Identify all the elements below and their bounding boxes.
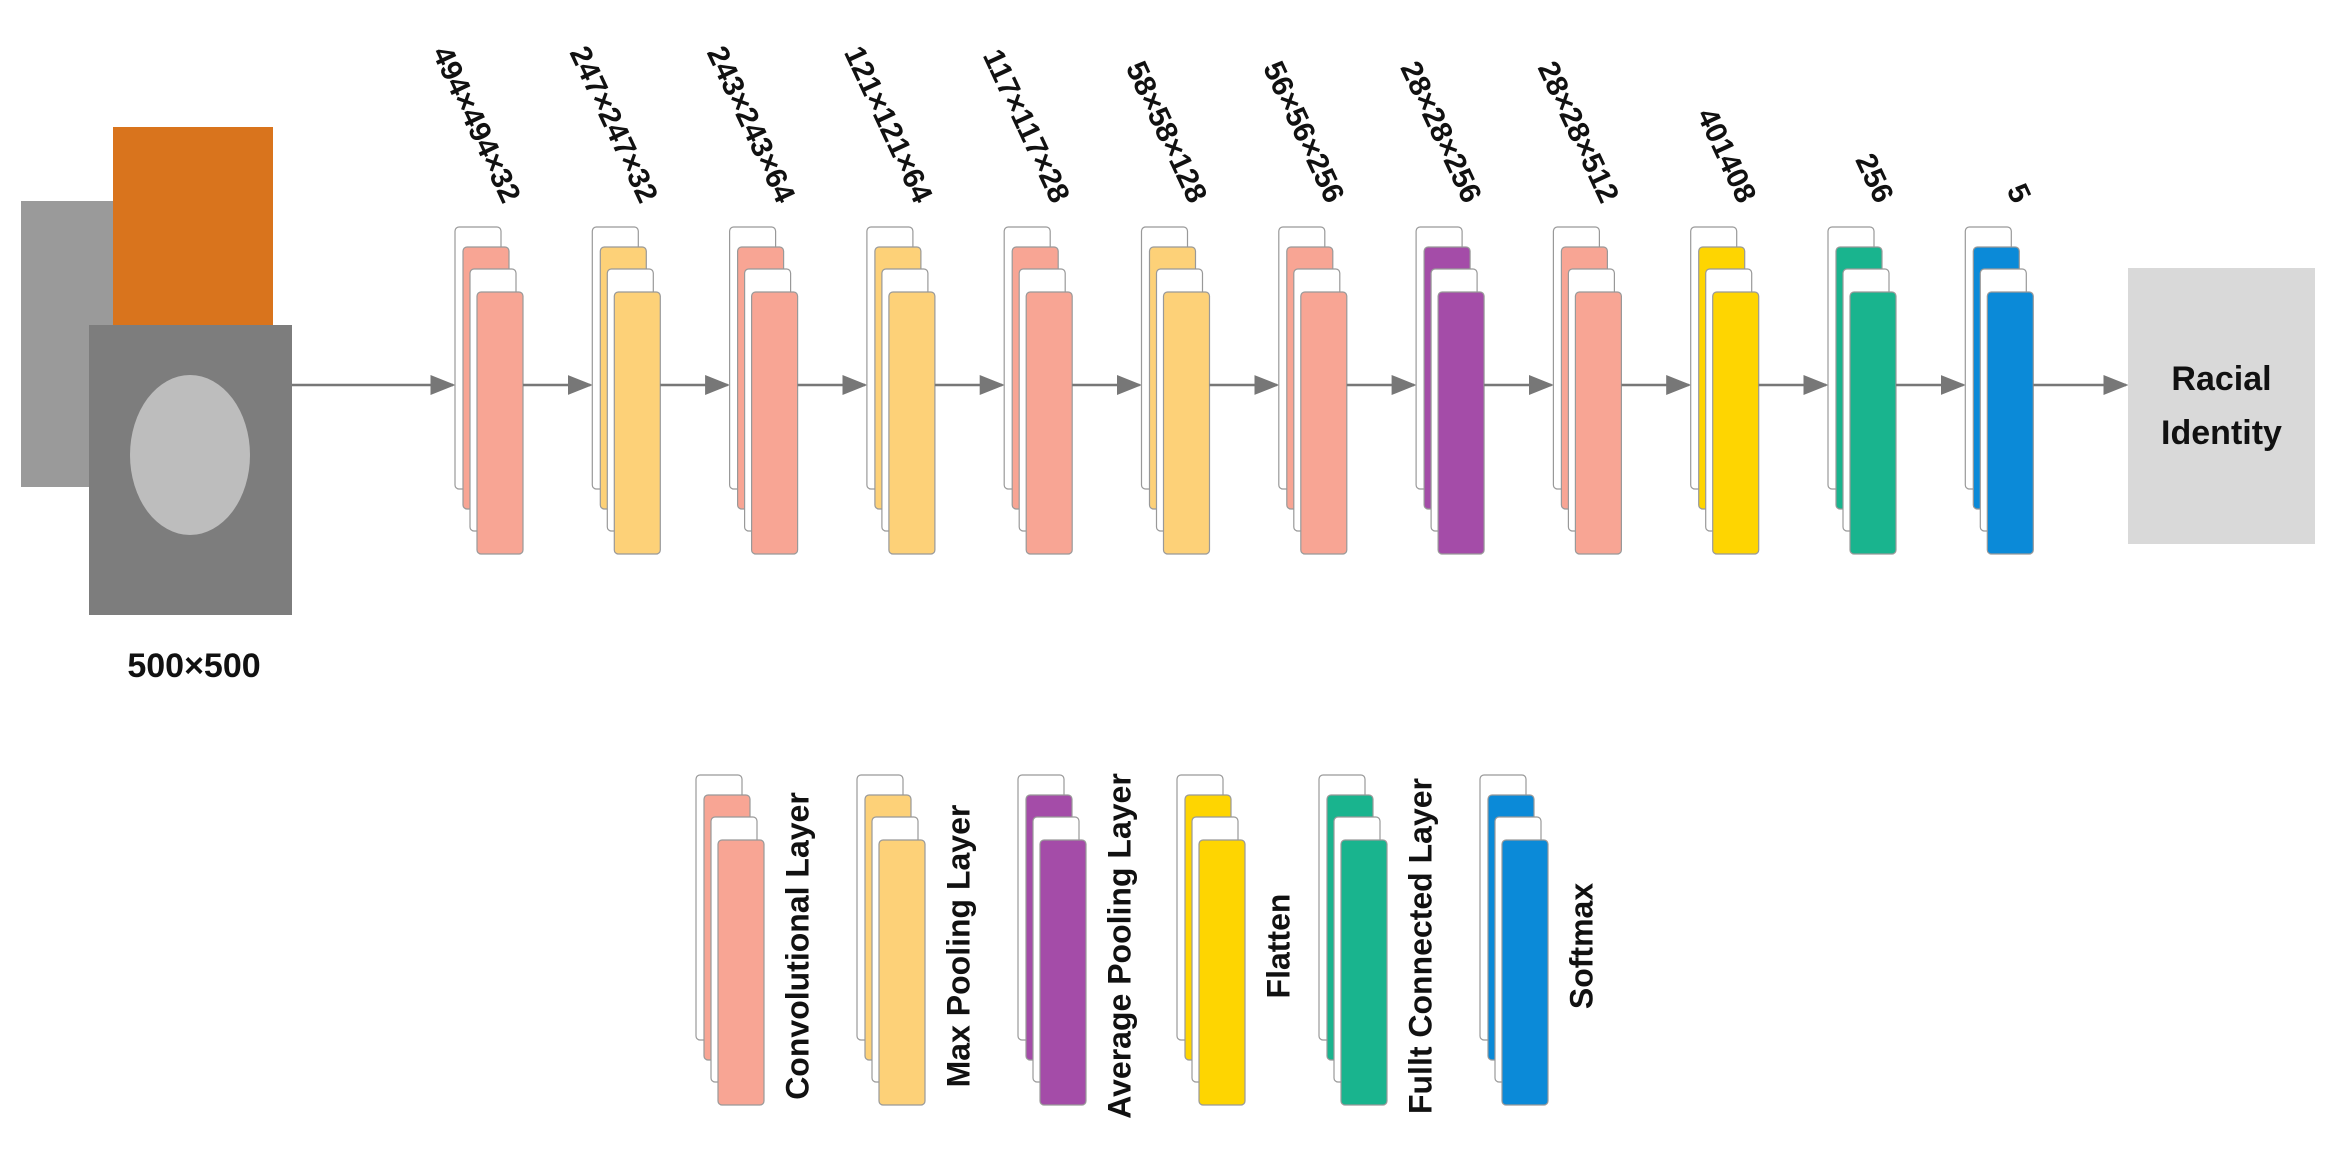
layer-block xyxy=(1176,774,1246,1106)
layer-label: 121×121×64 xyxy=(837,41,938,208)
layer-label: 494×494×32 xyxy=(425,41,526,208)
layer-label: 117×117×28 xyxy=(976,44,1076,208)
layer-block xyxy=(1415,226,1485,555)
layer-slab xyxy=(878,839,926,1106)
network: 494×494×32 247×247×32 243×243×64 121×121×64… xyxy=(292,41,2129,555)
layer-block xyxy=(1017,774,1087,1106)
layer-block xyxy=(1552,226,1623,555)
layer-slab xyxy=(1198,839,1246,1106)
layer-slab xyxy=(1039,839,1087,1106)
layer-label: 58×58×128 xyxy=(1119,56,1213,208)
layer-label: 28×28×512 xyxy=(1531,56,1625,208)
layer-label: 256 xyxy=(1848,149,1899,208)
layer-label: 401408 xyxy=(1690,103,1762,208)
layer-slab xyxy=(1501,839,1549,1106)
layer-block xyxy=(591,226,661,555)
layer-block xyxy=(1278,226,1348,555)
layer-slab xyxy=(1986,291,2034,555)
legend-label: Max Pooling Layer xyxy=(940,805,976,1088)
layer-slab xyxy=(1437,291,1485,555)
layer-label: 243×243×64 xyxy=(700,41,801,208)
layer-slab xyxy=(1849,291,1897,555)
layer-slab xyxy=(888,291,936,555)
layer-slab xyxy=(613,291,661,555)
layer-slab xyxy=(1162,291,1211,555)
layer-slab xyxy=(1025,291,1073,555)
layer-block xyxy=(856,774,926,1106)
layer-label: 28×28×256 xyxy=(1394,56,1488,208)
layer-label: 247×247×32 xyxy=(563,41,664,208)
layer-block xyxy=(1479,774,1549,1106)
layer-block xyxy=(1964,226,2034,555)
layer-block xyxy=(695,774,765,1106)
layer-slab xyxy=(1300,291,1348,555)
input-images xyxy=(21,127,292,615)
layer-slab xyxy=(1340,839,1388,1106)
layer-label: 5 xyxy=(2000,179,2037,208)
layer-block xyxy=(1690,226,1760,555)
output-box: Racial Identity xyxy=(2128,268,2315,544)
legend-label: Convolutional Layer xyxy=(779,792,815,1100)
input-label: 500×500 xyxy=(127,647,260,685)
layer-block xyxy=(1003,226,1073,555)
layer-block xyxy=(1140,226,1211,555)
legend: Convolutional Layer Max Pooling Layer Aver… xyxy=(695,773,1599,1119)
face-image xyxy=(130,375,250,535)
layer-label: 56×56×256 xyxy=(1256,56,1350,208)
legend-label: Flatten xyxy=(1260,894,1296,999)
layer-slab xyxy=(1712,291,1760,555)
face-image xyxy=(113,127,273,325)
layer-block xyxy=(1827,226,1897,555)
layer-slab xyxy=(1574,291,1623,555)
layer-slab xyxy=(476,291,524,555)
legend-label: Softmax xyxy=(1563,883,1599,1009)
layer-block xyxy=(728,226,799,555)
layer-slab xyxy=(750,291,799,555)
layer-slab xyxy=(717,839,765,1106)
layer-block xyxy=(866,226,936,555)
layer-block xyxy=(1318,774,1388,1106)
legend-label: Average Pooling Layer xyxy=(1101,773,1137,1119)
legend-label: Fullt Connected Layer xyxy=(1402,778,1438,1114)
layer-block xyxy=(454,226,524,555)
